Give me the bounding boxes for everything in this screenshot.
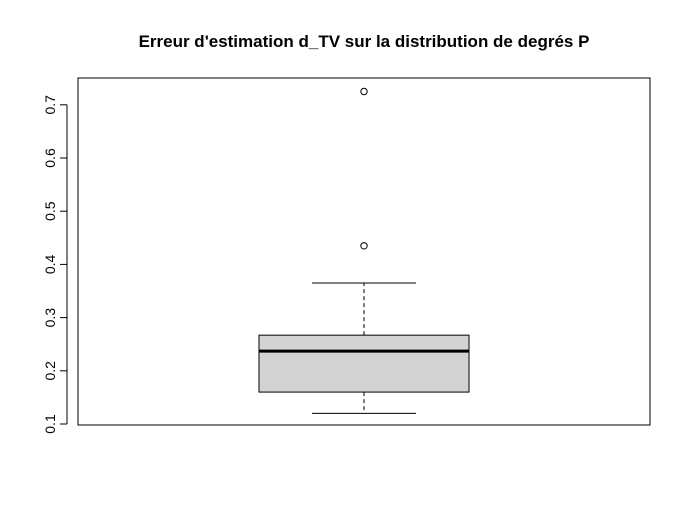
iqr-box xyxy=(258,334,470,393)
plot-frame xyxy=(77,77,651,426)
y-tick-label: 0.6 xyxy=(42,148,58,168)
outlier-point xyxy=(360,242,368,250)
chart-title: Erreur d'estimation d_TV sur la distribu… xyxy=(139,32,590,51)
y-tick-label: 0.7 xyxy=(42,95,58,115)
box-group xyxy=(258,87,470,414)
y-axis: 0.1 0.2 0.3 0.4 0.5 0.6 0.7 xyxy=(42,95,68,434)
y-tick-label: 0.4 xyxy=(42,254,58,274)
outlier-point xyxy=(360,87,368,96)
y-tick-label: 0.5 xyxy=(42,201,58,221)
y-tick-label: 0.1 xyxy=(42,414,58,434)
y-tick-label: 0.3 xyxy=(42,308,58,328)
y-tick-label: 0.2 xyxy=(42,361,58,381)
